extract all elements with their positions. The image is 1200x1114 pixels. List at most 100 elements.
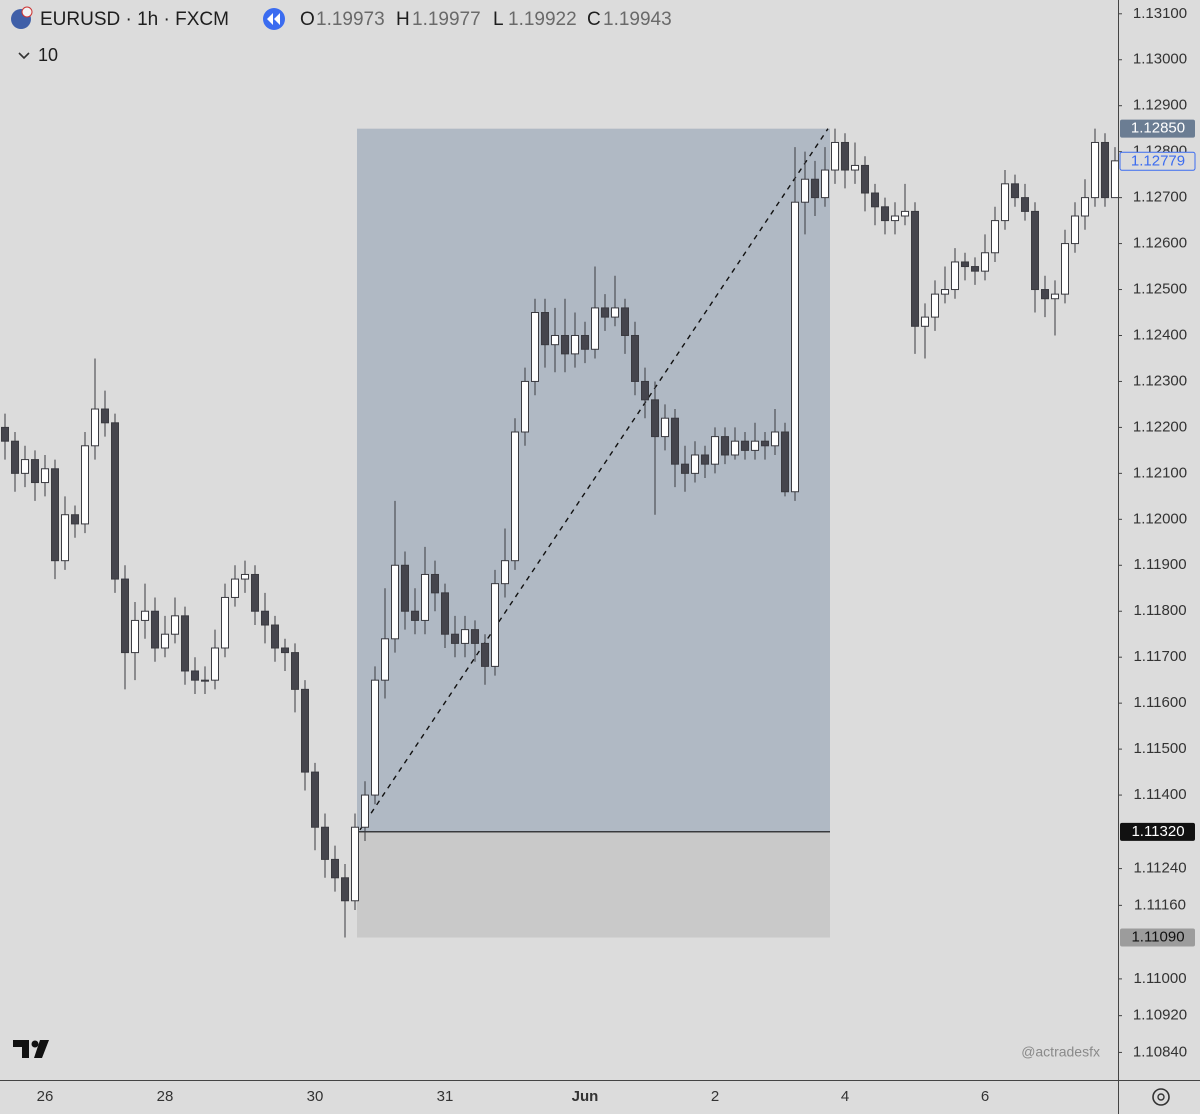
y-tick-label: 1.11800 [1133,602,1186,619]
candle-body [921,316,929,327]
settings-icon [1152,1088,1170,1106]
settings-icon [1157,1093,1165,1101]
candle-body [391,564,399,640]
candle-body [411,610,419,621]
y-tick-label: 1.10920 [1133,1007,1187,1024]
candle-body [341,877,349,902]
candle-body [821,169,829,199]
y-tick-label: 1.11900 [1133,556,1186,573]
candle-body [981,252,989,272]
x-tick-label: 26 [37,1088,54,1105]
ohlc-label: O [300,9,315,30]
candle-body [641,380,649,401]
candle-body [681,463,689,474]
candle-body [691,454,699,474]
candle-body [621,307,629,336]
y-tick-label: 1.12400 [1133,326,1187,343]
candle-body [231,578,239,598]
y-tick-label: 1.13000 [1133,51,1187,68]
candle-body [801,178,809,203]
candle-body [141,610,149,621]
candle-body [861,164,869,194]
candle-body [931,293,939,318]
chart-title: EURUSD · 1h · FXCM [40,9,229,30]
ohlc-label: H [396,9,410,30]
y-tick-label: 1.11000 [1133,970,1186,987]
candle-body [171,615,179,635]
y-tick-label: 1.12500 [1133,281,1187,298]
candle-body [871,192,879,208]
candle-body [441,592,449,635]
candle-body [741,440,749,451]
ohlc-label: C [587,9,601,30]
candle-body [311,771,319,828]
candle-body [451,633,459,644]
y-tick-label: 1.12600 [1133,235,1187,252]
candle-body [791,201,799,493]
candle-body [711,436,719,465]
candle-body [471,629,479,644]
candle-body [701,454,709,465]
candle-body [881,206,889,222]
candle-body [151,610,159,649]
candle-body [371,679,379,796]
candle-body [841,141,849,171]
candle-body [251,573,259,612]
candle-body [321,826,329,860]
ohlc-value: 1.19943 [603,9,672,30]
candle-body [771,431,779,447]
flag-icon [21,6,33,18]
ohlc-value: 1.19973 [316,9,385,30]
ohlc-value: 1.19922 [508,9,577,30]
logo-shape [31,1040,39,1048]
candle-body [891,215,899,222]
entry-label-text: 1.11320 [1131,823,1184,840]
candle-body [31,459,39,484]
last-price-label-text: 1.12779 [1131,152,1185,169]
y-tick-label: 1.12100 [1133,464,1187,481]
x-tick-label: 28 [157,1088,174,1105]
candle-body [241,573,249,580]
candle-body [21,459,29,474]
logo-shape [34,1040,49,1058]
candle-body [511,431,519,562]
logo-shape [13,1040,29,1058]
candle-body [1111,160,1119,199]
ohlc-value: 1.19977 [412,9,481,30]
candle-body [731,440,739,456]
candle-body [581,334,589,350]
header: EURUSD · 1h · FXCM 10 [11,6,285,65]
candle-body [1061,243,1069,295]
candle-body [1041,289,1049,300]
candle-body [271,624,279,649]
candle-body [221,596,229,649]
candle-body [481,642,489,667]
candle-body [41,468,49,484]
candle-body [91,408,99,447]
candle-body [1011,183,1019,199]
y-tick-label: 1.12300 [1133,372,1187,389]
candle-body [11,440,19,474]
candle-body [361,794,369,828]
candle-body [461,629,469,644]
candle-body [631,334,639,382]
settings-button[interactable] [1152,1088,1170,1106]
candle-body [1081,197,1089,217]
target-label-text: 1.12850 [1131,120,1185,137]
collapse-icon[interactable] [18,52,30,60]
candle-body [111,422,119,580]
candle-body [71,514,79,525]
y-tick-label: 1.11500 [1133,740,1186,757]
candle-body [1091,141,1099,199]
candle-body [571,334,579,355]
y-tick-label: 1.11240 [1133,860,1186,877]
y-tick-label: 1.11400 [1133,786,1186,803]
y-tick-label: 1.10840 [1133,1043,1187,1060]
candle-body [561,334,569,355]
candle-body [181,615,189,672]
candle-body [961,261,969,268]
candle-body [381,638,389,681]
candle-body [291,652,299,690]
candle-body [421,573,429,621]
